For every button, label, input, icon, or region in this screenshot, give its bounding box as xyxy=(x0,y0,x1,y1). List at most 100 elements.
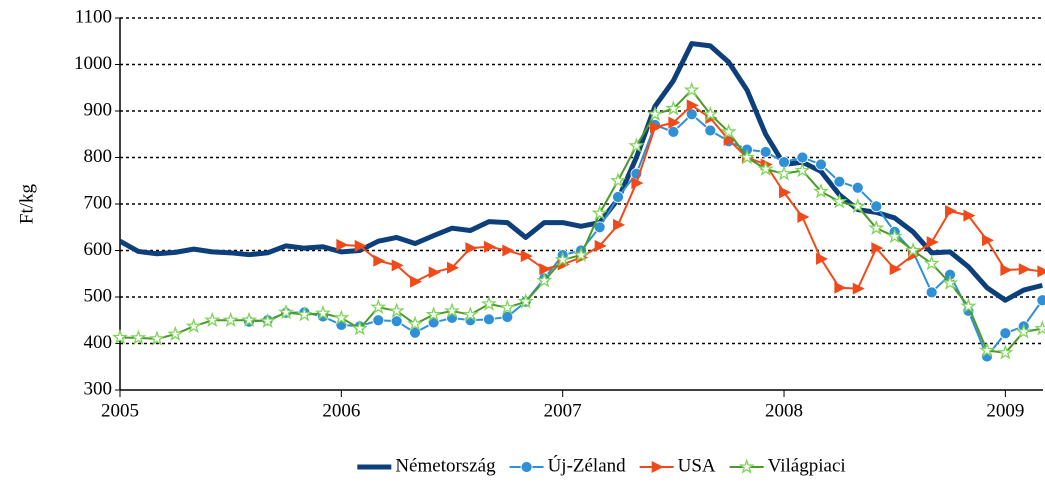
marker xyxy=(425,306,442,322)
marker xyxy=(831,193,848,209)
marker xyxy=(447,261,460,274)
x-tick-label: 2009 xyxy=(986,400,1024,421)
series-line xyxy=(118,41,1043,303)
marker xyxy=(649,121,662,134)
marker xyxy=(999,327,1012,340)
marker xyxy=(391,259,404,272)
marker xyxy=(277,303,295,320)
marker xyxy=(779,186,792,199)
marker xyxy=(1015,323,1032,339)
marker xyxy=(702,105,719,122)
marker xyxy=(240,311,258,328)
marker xyxy=(613,218,626,231)
marker xyxy=(167,325,184,342)
marker xyxy=(520,250,533,263)
marker xyxy=(686,99,699,112)
marker xyxy=(757,160,774,176)
marker xyxy=(612,191,624,203)
marker xyxy=(204,311,221,328)
marker xyxy=(905,242,922,258)
marker xyxy=(723,133,736,146)
y-tick-label: 800 xyxy=(84,146,113,167)
marker xyxy=(923,255,940,271)
marker xyxy=(796,151,809,164)
marker xyxy=(868,219,885,236)
marker xyxy=(982,234,995,247)
marker xyxy=(406,315,424,331)
x-tick-label: 2006 xyxy=(322,400,360,421)
marker xyxy=(631,177,644,190)
marker xyxy=(572,246,590,263)
marker xyxy=(925,286,938,299)
marker xyxy=(738,458,755,474)
marker xyxy=(963,209,976,222)
marker xyxy=(651,461,664,473)
marker xyxy=(852,282,865,295)
marker xyxy=(333,309,350,325)
marker xyxy=(794,162,811,178)
marker xyxy=(668,116,681,129)
y-tick-label: 300 xyxy=(84,378,113,399)
marker xyxy=(111,328,129,345)
marker xyxy=(591,204,608,221)
y-axis-label: Ft/kg xyxy=(16,183,37,224)
marker xyxy=(428,266,441,279)
marker xyxy=(370,298,387,315)
marker xyxy=(594,239,607,252)
marker xyxy=(851,181,864,194)
marker xyxy=(797,211,810,224)
marker xyxy=(960,297,977,314)
marker xyxy=(720,123,737,139)
x-tick-label: 2007 xyxy=(544,400,582,421)
marker xyxy=(1000,264,1013,277)
marker xyxy=(314,304,332,321)
y-tick-label: 900 xyxy=(84,99,113,120)
marker xyxy=(372,314,385,327)
y-tick-label: 600 xyxy=(84,239,113,260)
marker xyxy=(812,182,830,199)
marker xyxy=(501,311,514,323)
marker xyxy=(462,306,479,322)
marker xyxy=(833,175,846,188)
legend-item: Németország xyxy=(357,455,496,476)
marker xyxy=(945,204,958,217)
marker xyxy=(351,320,368,336)
marker xyxy=(354,239,367,252)
legend-label: USA xyxy=(678,455,716,476)
legend-label: Németország xyxy=(395,455,496,476)
marker xyxy=(502,244,515,257)
marker xyxy=(834,281,847,294)
marker xyxy=(815,158,827,171)
marker xyxy=(646,105,664,122)
marker xyxy=(185,317,202,334)
marker xyxy=(1018,263,1031,276)
legend-item: Új-Zéland xyxy=(509,454,626,476)
marker xyxy=(539,263,552,276)
marker xyxy=(259,312,276,329)
legend-label: Világpiaci xyxy=(768,455,846,476)
marker xyxy=(889,263,902,276)
marker xyxy=(665,100,682,116)
y-tick-label: 700 xyxy=(84,192,113,213)
legend-item: USA xyxy=(639,455,716,476)
marker xyxy=(941,274,959,290)
marker xyxy=(554,251,571,267)
y-tick-label: 400 xyxy=(84,332,113,353)
marker xyxy=(775,165,793,181)
marker xyxy=(443,302,461,318)
marker xyxy=(704,124,717,137)
marker xyxy=(978,342,996,358)
marker xyxy=(148,330,166,346)
marker xyxy=(1037,265,1045,278)
marker xyxy=(499,299,516,315)
legend-item: Világpiaci xyxy=(729,455,846,476)
marker xyxy=(517,293,534,309)
marker xyxy=(1034,320,1045,336)
marker xyxy=(815,252,828,265)
marker xyxy=(683,81,700,97)
marker xyxy=(667,126,680,138)
marker xyxy=(390,315,403,328)
y-tick-label: 1000 xyxy=(74,53,112,74)
marker xyxy=(410,275,423,288)
x-tick-label: 2008 xyxy=(765,400,803,421)
